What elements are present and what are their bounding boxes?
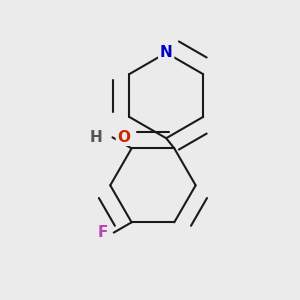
Text: F: F: [98, 225, 108, 240]
Text: O: O: [117, 130, 130, 145]
Text: N: N: [160, 45, 172, 60]
Text: H: H: [90, 130, 103, 145]
